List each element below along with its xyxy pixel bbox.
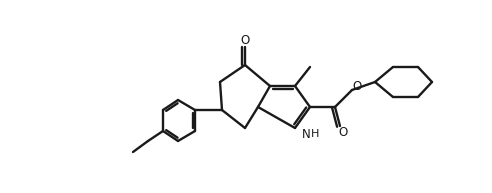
Text: O: O xyxy=(352,80,362,93)
Text: O: O xyxy=(241,34,249,47)
Text: N: N xyxy=(302,128,311,141)
Text: H: H xyxy=(311,129,319,139)
Text: O: O xyxy=(338,126,348,140)
